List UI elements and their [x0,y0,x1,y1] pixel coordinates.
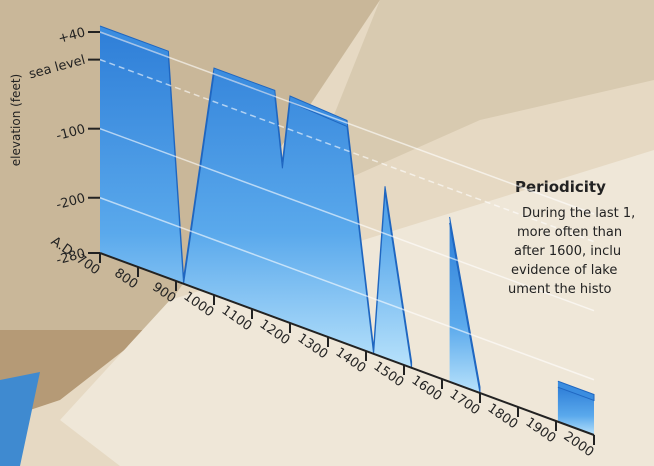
annotation-line: evidence of lake [511,263,617,278]
terrain-light [300,0,654,200]
water [0,372,40,466]
annotation-line: During the last 1, [522,206,635,221]
annotation-line: more often than [517,225,622,240]
terrain [0,0,380,330]
y-tick-label: -100 [55,122,87,144]
grid-line [99,197,595,381]
y-axis-label: elevation (feet) [9,74,23,166]
grid-line [99,58,595,243]
area [557,387,594,435]
x-axis [99,252,595,436]
annotation-title: Periodicity [515,178,606,196]
area-top [557,380,595,402]
y-tick-label: -200 [55,191,87,213]
grid-line [99,31,595,215]
annotation-line: after 1600, inclu [514,244,621,259]
y-tick-label: +40 [57,25,87,47]
y-tick-label: -280 [55,246,87,268]
annotation-line: ument the histo [508,282,612,297]
grid-line [99,127,595,312]
terrain-dark [0,330,150,420]
